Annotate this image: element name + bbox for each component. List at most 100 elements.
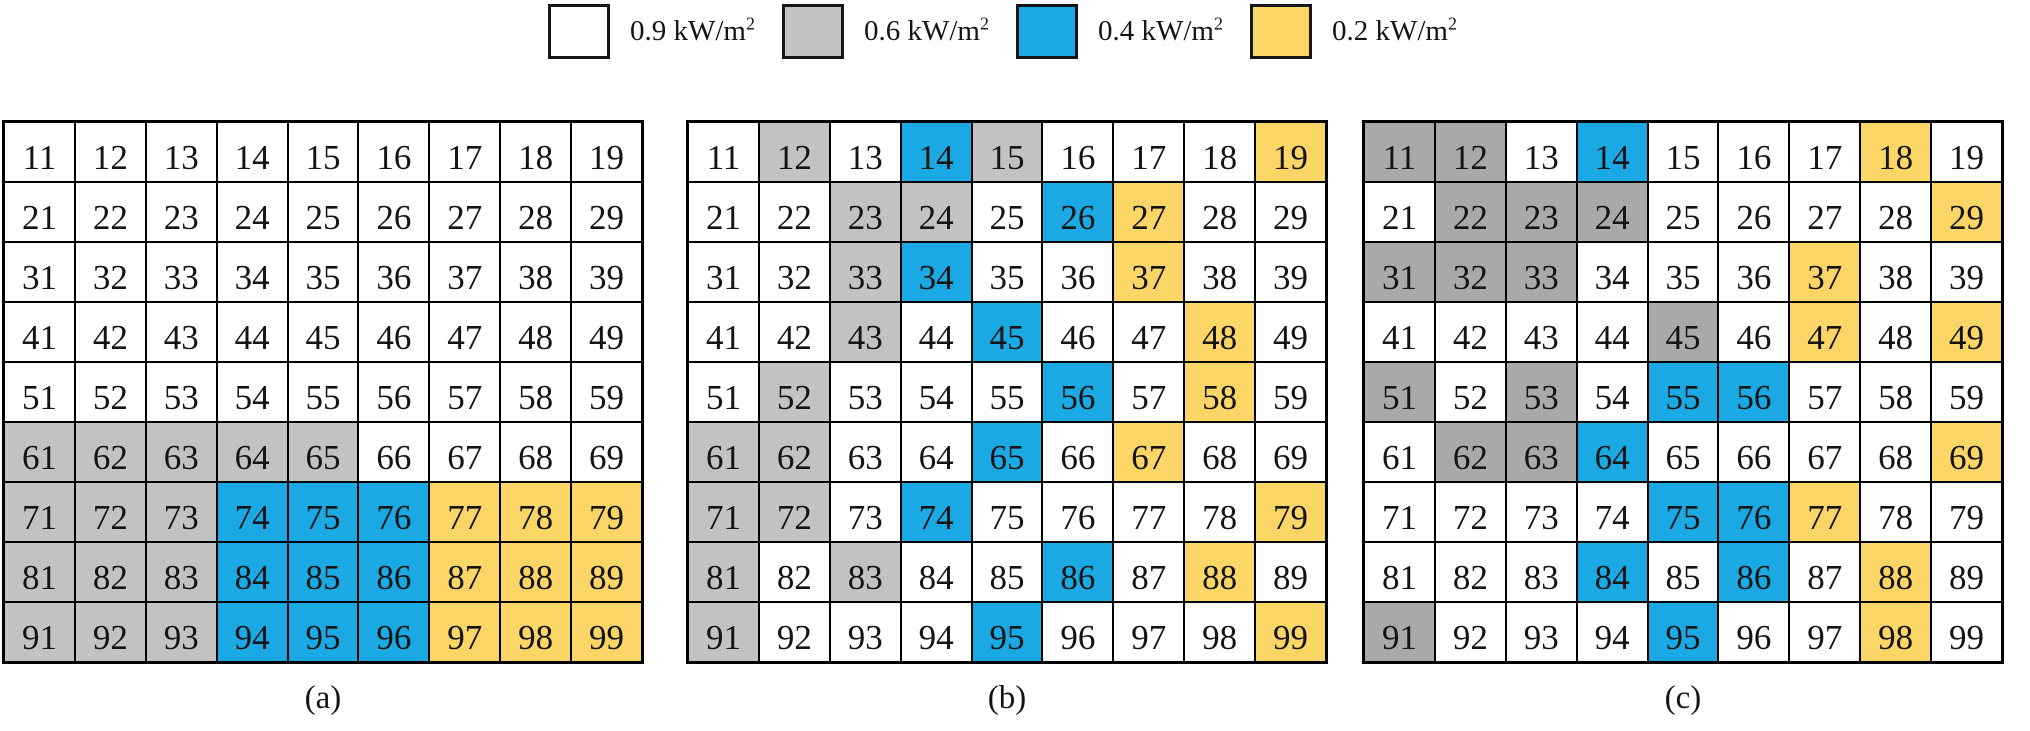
grid-cell-49: 49 xyxy=(571,302,642,362)
legend-item-0.4: 0.4 kW/m2 xyxy=(1016,4,1226,59)
grid-cell-86: 86 xyxy=(1042,542,1114,602)
grid-cell-49: 49 xyxy=(1931,302,2002,362)
grid-cell-19: 19 xyxy=(571,122,642,182)
grid-cell-95: 95 xyxy=(1647,602,1719,662)
grid-cell-69: 69 xyxy=(1931,422,2002,482)
grid-cell-69: 69 xyxy=(1255,422,1326,482)
grid-cell-67: 67 xyxy=(1789,422,1861,482)
grid-cell-76: 76 xyxy=(1718,482,1790,542)
grid-cell-58: 58 xyxy=(1184,362,1256,422)
grid-cell-93: 93 xyxy=(145,602,217,662)
grid-cell-51: 51 xyxy=(4,362,75,422)
grid-cell-45: 45 xyxy=(971,302,1043,362)
grid-cell-64: 64 xyxy=(900,422,972,482)
grid-cell-88: 88 xyxy=(500,542,572,602)
grid-cell-26: 26 xyxy=(1042,182,1114,242)
irradiance-grid-c: 11 12 13 14 15 16 17 18 19 21 22 23 24 25 26 27 28 29 31 32… xyxy=(1362,120,2004,664)
grid-cell-59: 59 xyxy=(1255,362,1326,422)
grid-cell-52: 52 xyxy=(758,362,830,422)
grid-cell-49: 49 xyxy=(1255,302,1326,362)
grid-cell-55: 55 xyxy=(971,362,1043,422)
grid-cell-59: 59 xyxy=(571,362,642,422)
grid-cell-48: 48 xyxy=(1184,302,1256,362)
grid-cell-97: 97 xyxy=(1113,602,1185,662)
grid-cell-83: 83 xyxy=(145,542,217,602)
grid-cell-98: 98 xyxy=(1184,602,1256,662)
legend-swatch-yellow xyxy=(1250,4,1312,59)
panel-c-label: (c) xyxy=(1664,680,1702,716)
grid-cell-98: 98 xyxy=(500,602,572,662)
grid-cell-99: 99 xyxy=(571,602,642,662)
grid-cell-37: 37 xyxy=(429,242,501,302)
grid-cell-16: 16 xyxy=(1718,122,1790,182)
grid-cell-41: 41 xyxy=(4,302,75,362)
grid-cell-62: 62 xyxy=(74,422,146,482)
grid-cell-29: 29 xyxy=(571,182,642,242)
grid-cell-63: 63 xyxy=(145,422,217,482)
grid-cell-99: 99 xyxy=(1255,602,1326,662)
grid-cell-74: 74 xyxy=(216,482,288,542)
grid-cell-89: 89 xyxy=(1931,542,2002,602)
grid-cell-61: 61 xyxy=(4,422,75,482)
grid-cell-25: 25 xyxy=(971,182,1043,242)
grid-cell-63: 63 xyxy=(829,422,901,482)
grid-cell-19: 19 xyxy=(1931,122,2002,182)
grid-cell-15: 15 xyxy=(287,122,359,182)
grid-cell-47: 47 xyxy=(1789,302,1861,362)
grid-cell-44: 44 xyxy=(900,302,972,362)
grid-cell-29: 29 xyxy=(1255,182,1326,242)
grid-cell-62: 62 xyxy=(758,422,830,482)
grid-cell-44: 44 xyxy=(216,302,288,362)
grid-cell-64: 64 xyxy=(216,422,288,482)
grid-cell-19: 19 xyxy=(1255,122,1326,182)
grid-cell-78: 78 xyxy=(1184,482,1256,542)
grid-cell-67: 67 xyxy=(1113,422,1185,482)
grid-cell-46: 46 xyxy=(358,302,430,362)
grid-cell-97: 97 xyxy=(1789,602,1861,662)
grid-cell-35: 35 xyxy=(1647,242,1719,302)
legend-item-0.9: 0.9 kW/m2 xyxy=(548,4,758,59)
grid-cell-97: 97 xyxy=(429,602,501,662)
legend-item-0.6: 0.6 kW/m2 xyxy=(782,4,992,59)
grid-cell-24: 24 xyxy=(900,182,972,242)
grid-cell-39: 39 xyxy=(1931,242,2002,302)
grid-cell-68: 68 xyxy=(1860,422,1932,482)
grid-cell-54: 54 xyxy=(1576,362,1648,422)
grid-cell-36: 36 xyxy=(1042,242,1114,302)
grid-cell-66: 66 xyxy=(358,422,430,482)
grid-cell-42: 42 xyxy=(74,302,146,362)
grid-cell-21: 21 xyxy=(688,182,759,242)
grid-cell-91: 91 xyxy=(4,602,75,662)
grid-cell-36: 36 xyxy=(358,242,430,302)
grid-cell-96: 96 xyxy=(358,602,430,662)
grid-cell-28: 28 xyxy=(1184,182,1256,242)
grid-cell-95: 95 xyxy=(287,602,359,662)
grid-cell-73: 73 xyxy=(1505,482,1577,542)
grid-cell-58: 58 xyxy=(1860,362,1932,422)
grid-cell-16: 16 xyxy=(358,122,430,182)
grid-cell-92: 92 xyxy=(1434,602,1506,662)
grid-cell-29: 29 xyxy=(1931,182,2002,242)
grid-cell-18: 18 xyxy=(1184,122,1256,182)
grid-cell-82: 82 xyxy=(758,542,830,602)
legend-swatch-blue xyxy=(1016,4,1078,59)
grid-cell-11: 11 xyxy=(688,122,759,182)
grid-cell-47: 47 xyxy=(1113,302,1185,362)
legend-label-sup: 2 xyxy=(746,13,755,34)
grid-cell-66: 66 xyxy=(1718,422,1790,482)
grid-cell-99: 99 xyxy=(1931,602,2002,662)
legend-label-text: 0.4 kW/m xyxy=(1098,15,1214,47)
grid-cell-15: 15 xyxy=(971,122,1043,182)
grid-cell-24: 24 xyxy=(1576,182,1648,242)
grid-cell-23: 23 xyxy=(1505,182,1577,242)
grid-cell-47: 47 xyxy=(429,302,501,362)
grid-cell-45: 45 xyxy=(287,302,359,362)
grid-cell-94: 94 xyxy=(900,602,972,662)
grid-cell-87: 87 xyxy=(429,542,501,602)
grid-cell-12: 12 xyxy=(1434,122,1506,182)
grid-cell-88: 88 xyxy=(1860,542,1932,602)
grid-cell-22: 22 xyxy=(1434,182,1506,242)
grid-cell-94: 94 xyxy=(216,602,288,662)
grid-cell-32: 32 xyxy=(1434,242,1506,302)
grid-cell-27: 27 xyxy=(429,182,501,242)
